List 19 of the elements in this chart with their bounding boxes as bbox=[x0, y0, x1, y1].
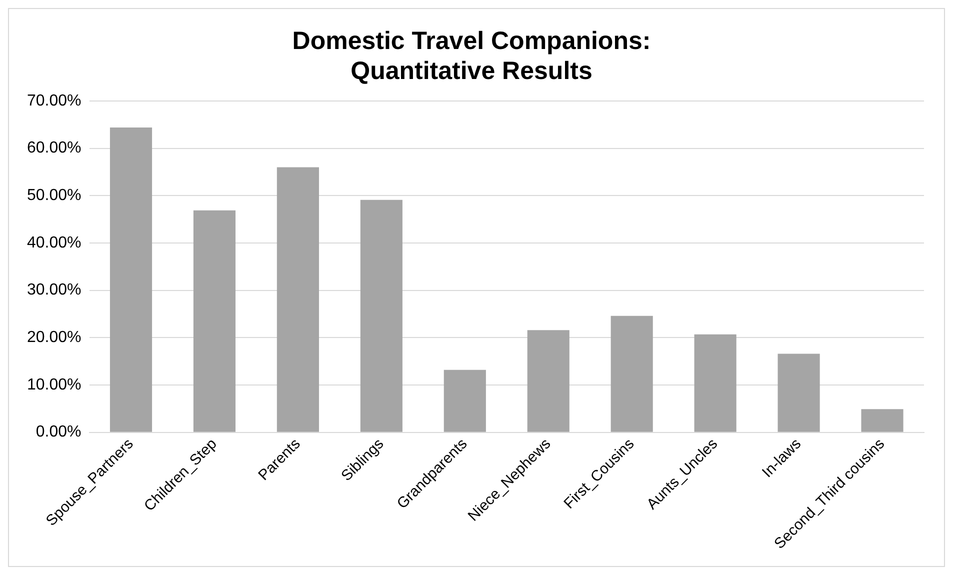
bar bbox=[193, 210, 236, 432]
y-tick-label: 60.00% bbox=[27, 140, 82, 157]
bar bbox=[694, 334, 736, 432]
bar bbox=[360, 200, 402, 432]
y-tick-label: 30.00% bbox=[27, 282, 82, 299]
bar bbox=[778, 354, 820, 432]
y-tick-label: 0.00% bbox=[36, 424, 82, 441]
bar bbox=[610, 316, 653, 432]
y-tick-label: 50.00% bbox=[27, 187, 82, 204]
bar bbox=[276, 167, 319, 432]
y-tick-label: 40.00% bbox=[27, 234, 82, 252]
bar bbox=[110, 128, 152, 432]
bar bbox=[527, 330, 570, 432]
chart-title: Domestic Travel Companions: Quantitative Results bbox=[292, 26, 651, 85]
y-tick-label: 10.00% bbox=[27, 376, 82, 394]
bar bbox=[444, 370, 486, 432]
bar bbox=[861, 409, 904, 432]
y-tick-label: 20.00% bbox=[27, 329, 82, 346]
y-tick-label: 70.00% bbox=[27, 92, 82, 110]
